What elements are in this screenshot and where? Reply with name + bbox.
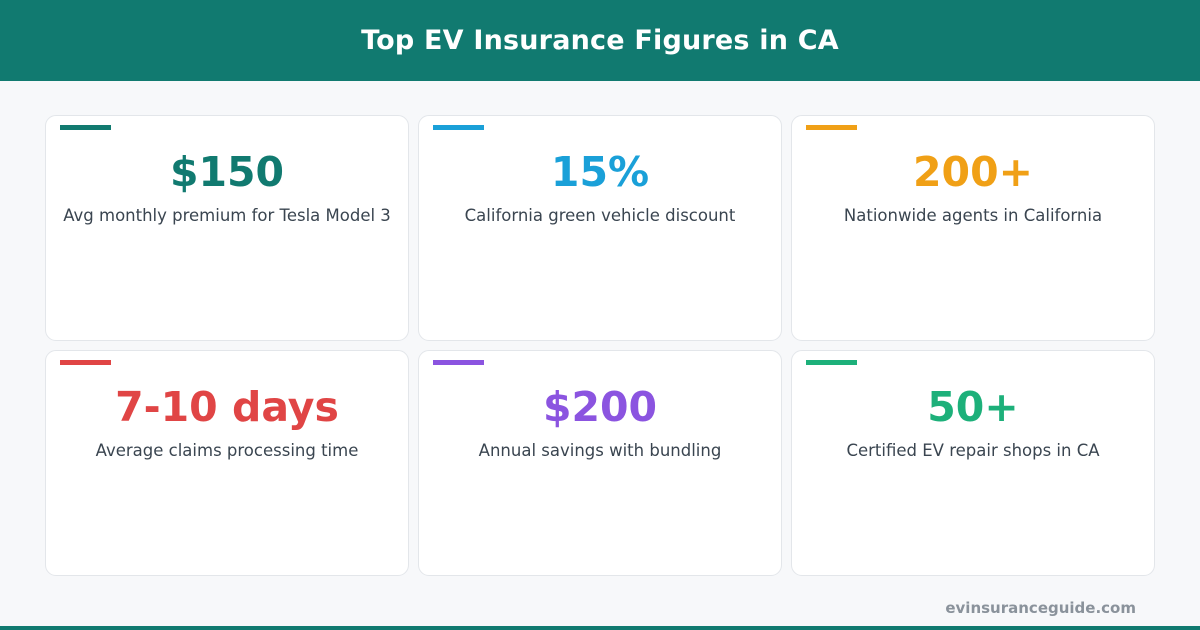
bottom-bar — [0, 626, 1200, 630]
card-accent-bar — [433, 360, 484, 365]
stat-card-claims: 7-10 days Average claims processing time — [45, 350, 409, 576]
stat-value: 200+ — [913, 148, 1033, 196]
stat-value: $150 — [169, 148, 285, 196]
stat-label: California green vehicle discount — [464, 206, 736, 225]
card-accent-bar — [60, 360, 111, 365]
stats-grid: $150 Avg monthly premium for Tesla Model… — [45, 115, 1155, 576]
stat-value: 7-10 days — [115, 383, 339, 431]
stat-label: Nationwide agents in California — [843, 206, 1103, 225]
stat-card-repair-shops: 50+ Certified EV repair shops in CA — [791, 350, 1155, 576]
stat-card-bundling: $200 Annual savings with bundling — [418, 350, 782, 576]
stat-card-discount: 15% California green vehicle discount — [418, 115, 782, 341]
stat-label: Average claims processing time — [95, 441, 359, 460]
card-accent-bar — [806, 125, 857, 130]
stat-value: $200 — [542, 383, 658, 431]
card-accent-bar — [60, 125, 111, 130]
card-accent-bar — [806, 360, 857, 365]
stat-value: 15% — [550, 148, 650, 196]
site-url: evinsuranceguide.com — [945, 599, 1136, 617]
stat-value: 50+ — [927, 383, 1019, 431]
page-header: Top EV Insurance Figures in CA — [0, 0, 1200, 81]
stat-card-premium: $150 Avg monthly premium for Tesla Model… — [45, 115, 409, 341]
stat-card-agents: 200+ Nationwide agents in California — [791, 115, 1155, 341]
stat-label: Certified EV repair shops in CA — [846, 441, 1100, 460]
page-title: Top EV Insurance Figures in CA — [361, 25, 839, 56]
stat-label: Annual savings with bundling — [478, 441, 722, 460]
stat-label: Avg monthly premium for Tesla Model 3 — [63, 206, 391, 225]
card-accent-bar — [433, 125, 484, 130]
